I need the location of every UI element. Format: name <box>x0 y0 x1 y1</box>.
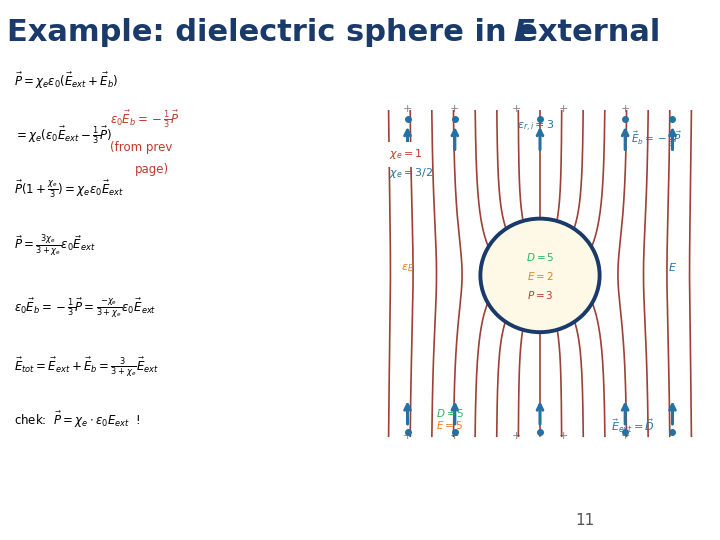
Text: +: + <box>512 104 521 114</box>
Text: $E=2$: $E=2$ <box>526 270 554 282</box>
Text: chek:  $\vec{P} = \chi_e \cdot \varepsilon_0 E_{ext}$  !: chek: $\vec{P} = \chi_e \cdot \varepsilo… <box>14 410 140 430</box>
Text: $\vec{E}_{tot} = \vec{E}_{ext} + \vec{E}_b = \frac{3}{3+\chi_e} \vec{E}_{ext}$: $\vec{E}_{tot} = \vec{E}_{ext} + \vec{E}… <box>14 356 158 380</box>
Text: page): page) <box>135 163 168 176</box>
Text: +: + <box>450 104 459 114</box>
Text: Example: dielectric sphere in external: Example: dielectric sphere in external <box>7 17 672 46</box>
Text: $\vec{P}(1 + \frac{\chi_e}{3}) = \chi_e \varepsilon_0 \vec{E}_{ext}$: $\vec{P}(1 + \frac{\chi_e}{3}) = \chi_e … <box>14 179 123 200</box>
Text: $\vec{P} = \chi_e \varepsilon_0 (\vec{E}_{ext} + \vec{E}_b)$: $\vec{P} = \chi_e \varepsilon_0 (\vec{E}… <box>14 71 118 91</box>
Text: +: + <box>402 430 413 441</box>
Text: $\varepsilon_0 \vec{E}_b = -\frac{1}{3}\vec{P} = \frac{-\chi_e}{3+\chi_e} \varep: $\varepsilon_0 \vec{E}_b = -\frac{1}{3}\… <box>14 297 156 320</box>
Text: $= \chi_e (\varepsilon_0 \vec{E}_{ext} - \frac{1}{3}\vec{P})$: $= \chi_e (\varepsilon_0 \vec{E}_{ext} -… <box>14 125 112 146</box>
Text: 11: 11 <box>576 513 595 528</box>
Text: $\chi_e=1$: $\chi_e=1$ <box>389 147 423 161</box>
Text: $\chi_e=3/2$: $\chi_e=3/2$ <box>389 166 433 180</box>
Text: +: + <box>512 430 521 441</box>
Text: $P=3$: $P=3$ <box>526 289 554 301</box>
Text: E: E <box>513 17 534 46</box>
Text: $\vec{E}_b = -\frac{1}{3}\vec{P}$: $\vec{E}_b = -\frac{1}{3}\vec{P}$ <box>631 130 682 149</box>
Text: +: + <box>559 104 568 114</box>
Text: +: + <box>621 430 630 441</box>
Text: +: + <box>621 104 630 114</box>
Text: $\vec{E}_{ext} = \vec{D}$: $\vec{E}_{ext} = \vec{D}$ <box>611 418 654 435</box>
Text: $\varepsilon_{r,i}=3$: $\varepsilon_{r,i}=3$ <box>516 118 554 133</box>
Text: (from prev: (from prev <box>110 141 173 154</box>
Ellipse shape <box>480 219 600 332</box>
Text: $D=5$: $D=5$ <box>526 251 554 263</box>
Text: $E=5$: $E=5$ <box>436 419 463 431</box>
Text: +: + <box>402 104 413 114</box>
Text: +: + <box>559 430 568 441</box>
Text: +: + <box>450 430 459 441</box>
Text: $\varepsilon_E$: $\varepsilon_E$ <box>401 262 414 274</box>
Text: $\vec{P} = \frac{3\chi_e}{3+\chi_e} \varepsilon_0 \vec{E}_{ext}$: $\vec{P} = \frac{3\chi_e}{3+\chi_e} \var… <box>14 232 95 258</box>
Text: $D=5$: $D=5$ <box>436 407 464 420</box>
Text: $\varepsilon_0 \vec{E}_b = -\frac{1}{3}\vec{P}$: $\varepsilon_0 \vec{E}_b = -\frac{1}{3}\… <box>110 109 180 130</box>
Text: $E$: $E$ <box>668 261 677 273</box>
